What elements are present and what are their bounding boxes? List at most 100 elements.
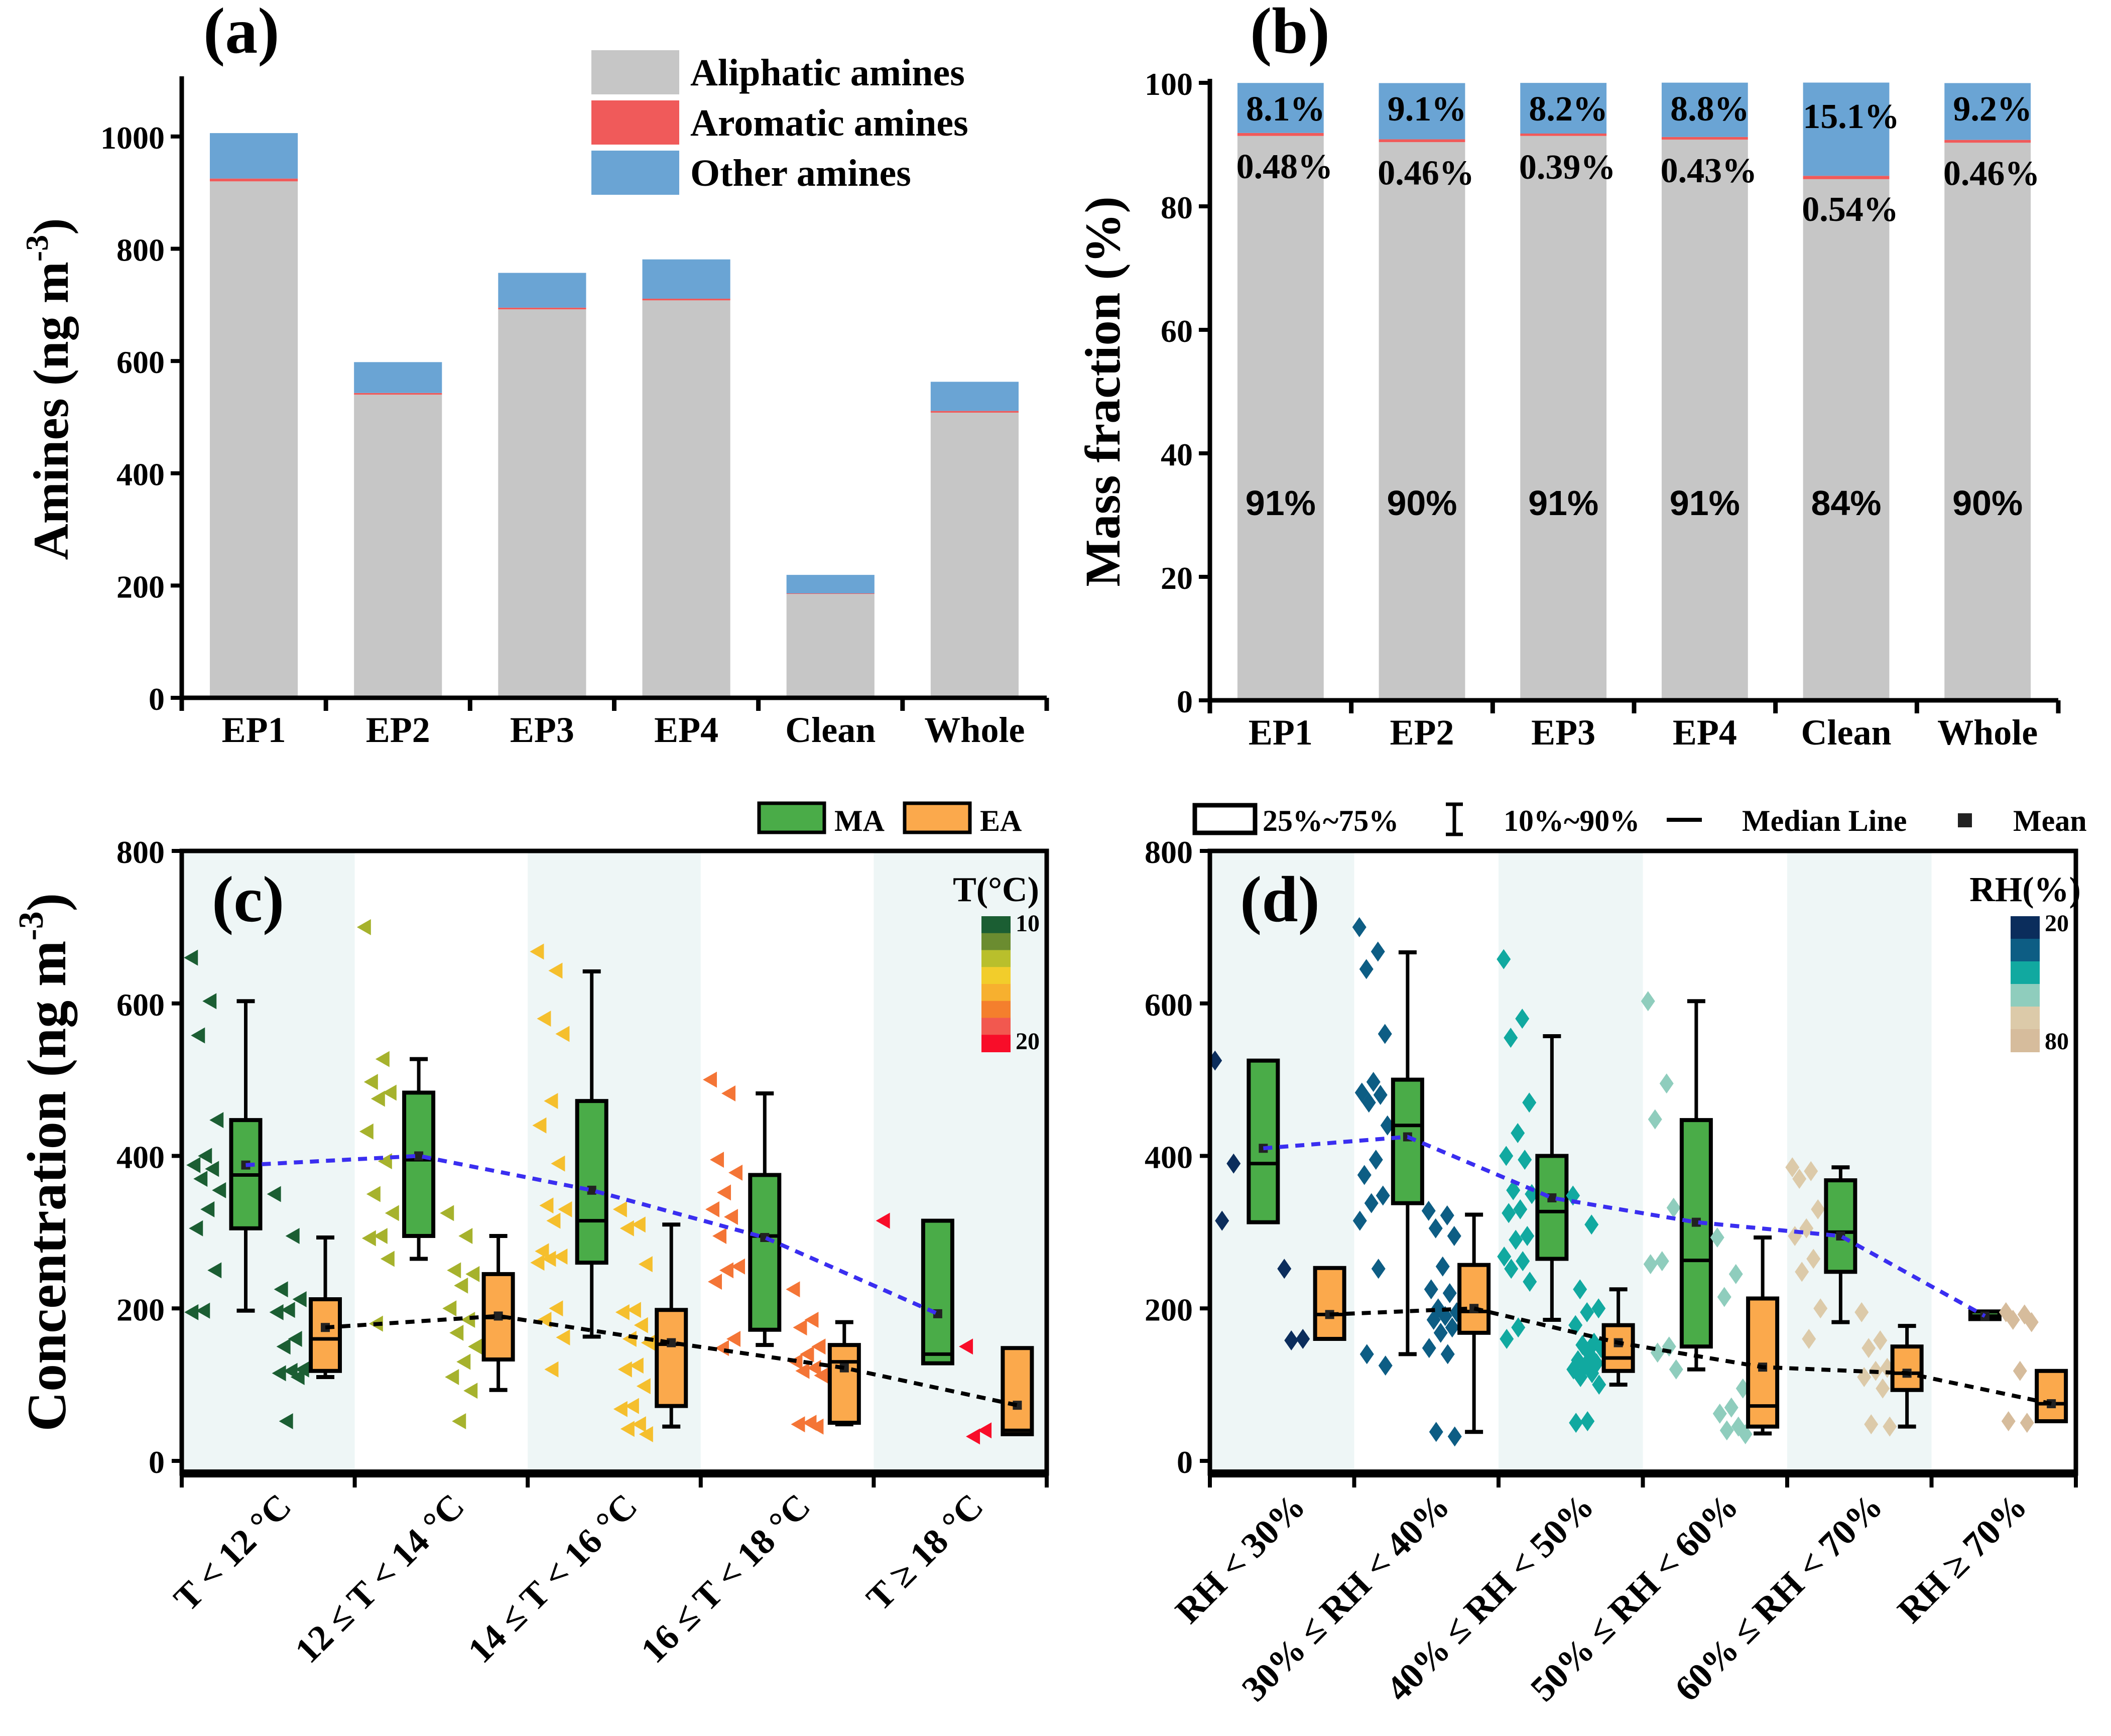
scatter-point-ma xyxy=(1359,1344,1374,1365)
x-tick-label: 16 ≤ T < 18 °C xyxy=(633,1486,818,1671)
y-tick-label: 600 xyxy=(116,987,165,1023)
scatter-point-ma xyxy=(184,1304,199,1320)
scatter-point-ma xyxy=(1659,1073,1674,1094)
scatter-point-ea xyxy=(1422,1338,1436,1358)
scatter-point-ma xyxy=(705,1201,720,1217)
scatter-point-ea xyxy=(1585,1363,1599,1384)
scatter-point-ma xyxy=(1802,1329,1816,1349)
scatter-point-ea xyxy=(442,1300,457,1317)
scatter-point-ea xyxy=(269,1304,284,1320)
y-tick-label: 800 xyxy=(116,834,165,870)
scatter-point-ea xyxy=(1580,1411,1595,1432)
scatter-point-ma xyxy=(1509,1229,1523,1250)
x-tick-label: EP2 xyxy=(366,710,430,750)
scatter-point-ma xyxy=(1785,1157,1800,1178)
scatter-point-ea xyxy=(2024,1312,2039,1332)
legend-label: Mean xyxy=(2013,804,2087,837)
scatter-point-ea xyxy=(786,1281,800,1298)
scatter-point-ea xyxy=(440,1205,454,1221)
scatter-point-ea xyxy=(814,1367,828,1384)
y-tick-label: 20 xyxy=(1161,560,1193,596)
scatter-point-ma xyxy=(1523,1272,1537,1292)
scatter-point-ea xyxy=(793,1319,807,1336)
scatter-point-ma xyxy=(184,949,198,966)
scatter-point-ma xyxy=(1511,1123,1525,1143)
scatter-point-ma xyxy=(717,1184,731,1201)
mean-marker xyxy=(1691,1217,1701,1227)
y-tick-label: 200 xyxy=(116,1292,165,1327)
legend-swatch xyxy=(591,100,679,145)
legend-swatch-ea xyxy=(903,801,972,834)
mean-marker xyxy=(1547,1193,1557,1203)
data-label-aromatic: 0.48% xyxy=(1236,148,1333,186)
bar-other-amines xyxy=(1379,83,1465,140)
y-tick-label: 400 xyxy=(116,1140,165,1175)
scatter-point-ma xyxy=(196,1302,210,1319)
data-label-aliphatic: 91% xyxy=(1528,483,1598,523)
y-axis-label: Mass fraction (%) xyxy=(1075,196,1131,587)
scatter-point-ma xyxy=(1641,991,1655,1012)
bar-aliphatic-amines xyxy=(642,300,730,698)
colorbar-segment xyxy=(2011,961,2040,984)
scatter-point-ma xyxy=(205,1161,219,1177)
box-ea xyxy=(827,1343,861,1425)
scatter-point-ma xyxy=(530,943,544,960)
box-ea xyxy=(1313,1266,1346,1341)
bar-aromatic-amines xyxy=(209,178,298,182)
panel-label: (c) xyxy=(212,863,284,936)
scatter-point-ea xyxy=(1591,1298,1606,1319)
scatter-point-ma xyxy=(532,1117,547,1134)
scatter-point-ea xyxy=(1421,1200,1436,1221)
data-label-aromatic: 0.46% xyxy=(1378,154,1474,192)
scatter-point-ea xyxy=(629,1357,644,1374)
data-label-other: 8.8% xyxy=(1670,90,1750,129)
legend-label: 10%~90% xyxy=(1504,804,1640,837)
bar-aromatic-amines xyxy=(1944,140,2031,143)
scatter-point-ea xyxy=(638,1256,653,1273)
scatter-point-ma xyxy=(361,1230,376,1247)
y-tick-label: 0 xyxy=(1177,1444,1193,1480)
scatter-point-ma xyxy=(719,1262,734,1279)
scatter-point-ea xyxy=(463,1383,478,1399)
bar-aliphatic-amines xyxy=(354,395,442,698)
scatter-point-ea xyxy=(1592,1375,1606,1395)
legend-swatch xyxy=(591,50,679,94)
legend-label: Aromatic amines xyxy=(690,102,968,144)
scatter-point-ma xyxy=(1215,1210,1229,1231)
legend-label: Other amines xyxy=(690,152,911,194)
scatter-point-ma xyxy=(1506,1180,1521,1200)
colorbar-segment xyxy=(981,916,1011,934)
scatter-point-ma xyxy=(721,1085,736,1101)
scatter-point-ma xyxy=(1806,1249,1821,1269)
scatter-point-ma xyxy=(212,1182,226,1198)
x-tick-label: EP4 xyxy=(654,710,718,750)
scatter-point-ma xyxy=(1364,1193,1379,1213)
scatter-point-ea xyxy=(1864,1414,1879,1435)
data-label-aliphatic: 90% xyxy=(1387,483,1457,523)
scatter-point-ea xyxy=(283,1362,298,1379)
scatter-point-ea xyxy=(1724,1397,1739,1418)
scatter-point-ma xyxy=(1643,1254,1658,1275)
x-tick-label: EP2 xyxy=(1390,712,1454,753)
scatter-point-ea xyxy=(1873,1330,1888,1351)
scatter-point-ea xyxy=(1429,1422,1443,1442)
scatter-point-ma xyxy=(1504,1028,1518,1048)
y-tick-label: 60 xyxy=(1161,313,1193,349)
y-tick-label: 800 xyxy=(116,232,165,268)
colorbar-segment xyxy=(2011,916,2040,939)
box-ma xyxy=(748,1173,782,1332)
scatter-point-ma xyxy=(710,1152,724,1168)
scatter-point-ea xyxy=(2013,1360,2027,1381)
scatter-point-ea xyxy=(468,1338,482,1355)
scatter-point-ma xyxy=(1804,1161,1818,1181)
scatter-point-ma xyxy=(553,1248,568,1265)
scatter-point-ea xyxy=(295,1361,309,1378)
trend-line-ma xyxy=(245,1154,939,1316)
legend-swatch xyxy=(591,151,679,195)
colorbar-min-label: 20 xyxy=(2045,910,2069,937)
x-tick-label: T < 12 °C xyxy=(166,1486,299,1619)
scatter-point-ea xyxy=(1876,1378,1890,1399)
scatter-point-ea xyxy=(632,1416,646,1433)
scatter-point-ma xyxy=(1813,1298,1828,1319)
